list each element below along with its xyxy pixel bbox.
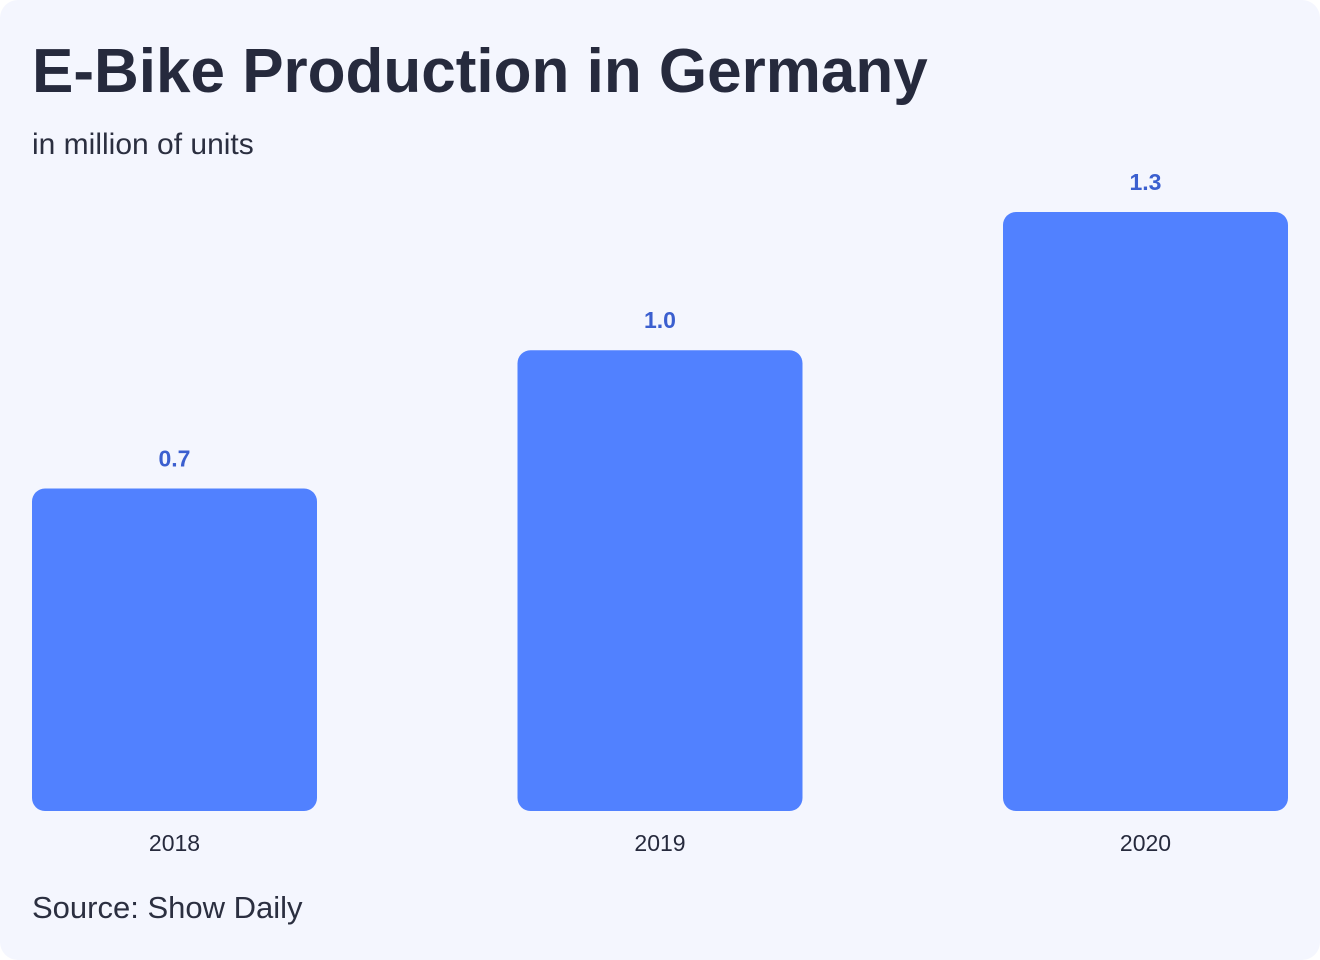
bar-2019: [517, 350, 803, 811]
bar-2018: [32, 488, 317, 811]
chart-title: E-Bike Production in Germany: [32, 37, 928, 106]
source-note: Source: Show Daily: [32, 890, 303, 925]
x-axis-tick-labels: 2018 2019 2020: [149, 830, 1171, 856]
x-tick-label-2018: 2018: [149, 830, 200, 856]
value-label-2019: 1.0: [644, 307, 676, 333]
bar-2020: [1003, 212, 1288, 811]
value-label-2018: 0.7: [159, 445, 191, 471]
x-tick-label-2020: 2020: [1120, 830, 1171, 856]
value-label-2020: 1.3: [1130, 169, 1162, 195]
bars-group: [32, 212, 1288, 811]
value-labels-group: 0.7 1.0 1.3: [159, 169, 1162, 471]
x-tick-label-2019: 2019: [634, 830, 685, 856]
chart-subtitle: in million of units: [32, 128, 254, 161]
